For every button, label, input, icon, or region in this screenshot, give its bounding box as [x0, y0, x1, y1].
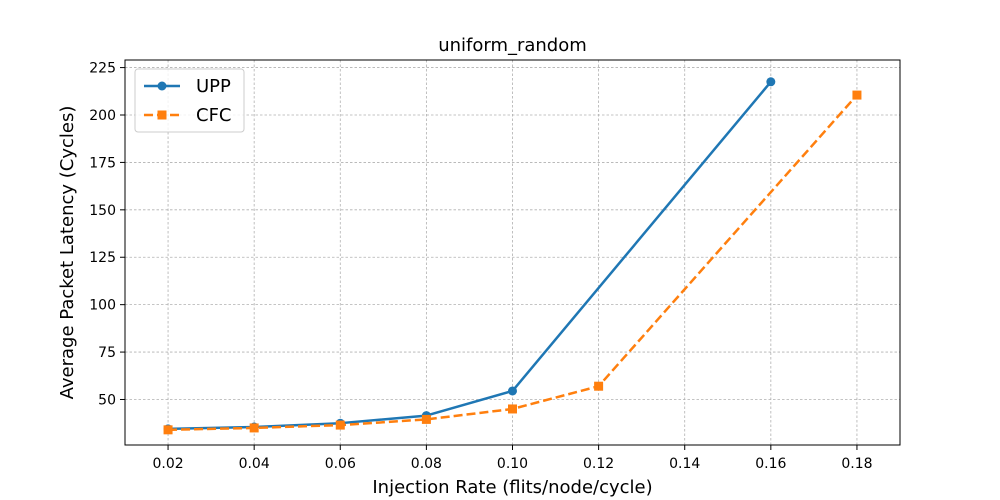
y-tick-label: 125: [89, 250, 116, 266]
legend-marker-upp: [157, 81, 167, 91]
data-point-upp: [766, 77, 776, 87]
y-axis-ticks: 50 75 100 125 150 175 200 225: [89, 61, 125, 408]
data-point-upp: [508, 386, 517, 396]
chart-title: uniform_random: [438, 35, 587, 56]
data-point-cfc: [594, 381, 604, 391]
y-tick-label: 200: [89, 108, 116, 124]
legend-marker-cfc: [157, 110, 167, 120]
legend-entry-cfc: CFC: [144, 105, 232, 126]
data-point-cfc: [508, 404, 517, 414]
x-tick-label: 0.16: [755, 456, 786, 472]
grid: [125, 60, 900, 445]
series-upp: [163, 77, 776, 434]
legend-entry-upp: UPP: [144, 76, 231, 97]
x-tick-label: 0.06: [325, 456, 356, 472]
data-point-cfc: [421, 414, 431, 424]
y-tick-label: 175: [89, 155, 116, 171]
y-tick-label: 150: [89, 203, 116, 219]
legend-label-upp: UPP: [196, 76, 231, 97]
legend: UPP CFC: [134, 68, 245, 133]
x-tick-label: 0.04: [239, 456, 270, 472]
x-tick-label: 0.10: [497, 456, 528, 472]
x-tick-label: 0.08: [411, 456, 442, 472]
y-tick-label: 225: [89, 61, 116, 77]
y-axis-title: Average Packet Latency (Cycles): [57, 106, 78, 400]
series-layer: [163, 77, 862, 435]
series-line-upp: [168, 81, 772, 431]
legend-label-cfc: CFC: [196, 105, 232, 126]
y-tick-label: 50: [98, 392, 116, 408]
x-tick-label: 0.02: [152, 456, 183, 472]
x-axis-ticks: 0.02 0.04 0.06 0.08 0.10 0.12 0.14 0.16 0.18: [152, 445, 873, 472]
x-tick-label: 0.14: [669, 456, 700, 472]
y-tick-label: 75: [98, 345, 116, 361]
data-point-cfc: [249, 423, 259, 433]
series-cfc: [163, 90, 862, 435]
x-axis-title: Injection Rate (flits/node/cycle): [372, 477, 652, 498]
data-point-cfc: [852, 90, 862, 100]
data-point-cfc: [335, 420, 345, 430]
x-tick-label: 0.12: [583, 456, 614, 472]
x-tick-label: 0.18: [841, 456, 872, 472]
y-tick-label: 100: [89, 298, 116, 314]
data-point-cfc: [163, 425, 173, 435]
